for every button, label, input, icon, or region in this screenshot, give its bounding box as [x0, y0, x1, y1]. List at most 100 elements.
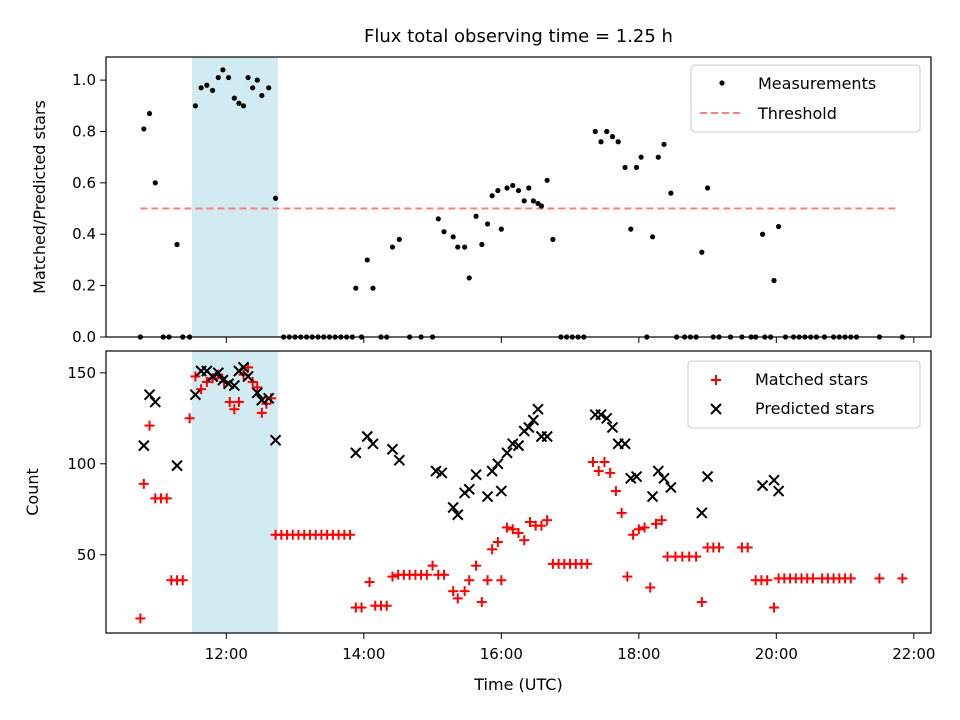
x-axis-label: Time (UTC) — [473, 675, 562, 694]
predicted-point — [463, 483, 475, 495]
predicted-point — [242, 370, 254, 383]
measurement-point — [192, 103, 198, 109]
marker-stroke — [452, 509, 464, 521]
predicted-point — [447, 501, 459, 514]
matched-point — [714, 542, 725, 553]
measurement-point — [231, 95, 237, 101]
marker-stroke — [541, 430, 553, 443]
matched-point — [459, 586, 470, 597]
marker-stroke — [532, 403, 544, 415]
marker-stroke — [189, 388, 202, 401]
measurement-point — [530, 198, 536, 204]
measurement-point — [479, 241, 485, 248]
matched-point — [196, 384, 207, 395]
matched-point — [229, 404, 240, 415]
predicted-point — [367, 438, 379, 450]
predicted-point — [212, 367, 224, 379]
marker-stroke — [217, 374, 229, 386]
matched-point — [628, 529, 639, 540]
marker-stroke — [430, 465, 442, 477]
measurement-point — [649, 234, 656, 240]
predicted-point — [149, 396, 161, 408]
measurement-point — [146, 110, 153, 117]
matched-point — [252, 382, 263, 393]
predicted-point — [237, 361, 250, 374]
measurement-point — [510, 182, 516, 189]
measurement-point — [699, 249, 705, 255]
measurement-point — [498, 226, 504, 232]
predicted-point — [701, 470, 714, 483]
marker-stroke — [606, 421, 619, 434]
measurement-point — [204, 82, 210, 88]
predicted-point — [217, 374, 229, 386]
matched-point — [519, 535, 530, 546]
predicted-point — [606, 421, 619, 434]
marker-stroke — [501, 447, 513, 459]
measurement-point — [364, 257, 370, 263]
matched-point — [492, 537, 503, 548]
matched-point — [387, 571, 398, 582]
marker-stroke — [710, 403, 722, 415]
chart-title: Flux total observing time = 1.25 h — [364, 26, 673, 47]
predicted-point — [171, 459, 183, 472]
matched-point — [605, 467, 616, 478]
predicted-point — [652, 465, 664, 477]
predicted-point — [541, 430, 553, 443]
matched-point — [587, 456, 598, 467]
matched-point — [135, 613, 146, 624]
measurement-point — [236, 100, 242, 106]
measurement-point — [489, 193, 495, 199]
matched-point — [874, 573, 885, 584]
measurement-point — [504, 185, 510, 191]
x-tick-label: 12:00 — [205, 645, 248, 663]
legend-label-measurements: Measurements — [758, 74, 876, 93]
predicted-point — [228, 379, 241, 392]
x-tick-label: 16:00 — [480, 645, 523, 663]
matched-point — [482, 575, 493, 586]
predicted-point — [601, 412, 613, 425]
legend-bottom: Matched stars Predicted stars — [687, 360, 921, 429]
measurement-point — [521, 198, 527, 204]
matched-point — [184, 413, 195, 424]
measurement-point — [220, 67, 226, 73]
measurement-point — [668, 190, 674, 196]
measurement-point — [174, 241, 180, 248]
measurement-point — [245, 74, 251, 81]
matched-point — [524, 517, 535, 528]
measurement-point — [266, 85, 272, 91]
matched-point — [487, 544, 498, 555]
predicted-point — [269, 434, 282, 446]
measurement-point — [215, 74, 221, 81]
measurement-point — [272, 195, 279, 201]
matched-point — [448, 586, 459, 597]
matched-point — [599, 456, 610, 467]
y-tick-label: 0.4 — [72, 225, 96, 243]
measurement-point — [396, 236, 402, 242]
marker-stroke — [523, 421, 535, 434]
measurement-point — [240, 103, 247, 109]
matched-point — [610, 486, 621, 497]
predicted-point — [492, 458, 504, 470]
axes-frame-top — [105, 56, 932, 338]
matched-point — [633, 524, 644, 535]
measurement-point — [141, 126, 147, 132]
x-tick-label: 14:00 — [342, 645, 385, 663]
matched-point — [464, 575, 475, 586]
measurement-point — [455, 244, 461, 250]
y-ticks-bottom: 50 100 150 — [67, 364, 106, 564]
marker-stroke — [495, 485, 508, 497]
matched-point — [439, 569, 450, 580]
matched-point — [427, 560, 438, 571]
marker-stroke — [386, 443, 399, 455]
measurement-point — [609, 134, 616, 140]
measurement-point — [598, 139, 604, 145]
predicted-point — [512, 439, 525, 452]
measurement-point — [226, 74, 232, 81]
marker-stroke — [149, 396, 161, 408]
y-axis-label-top: Matched/Predicted stars — [30, 100, 49, 294]
marker-stroke — [630, 470, 643, 483]
marker-stroke — [269, 434, 282, 446]
predicted-point — [350, 447, 362, 459]
matched-point — [807, 573, 818, 584]
